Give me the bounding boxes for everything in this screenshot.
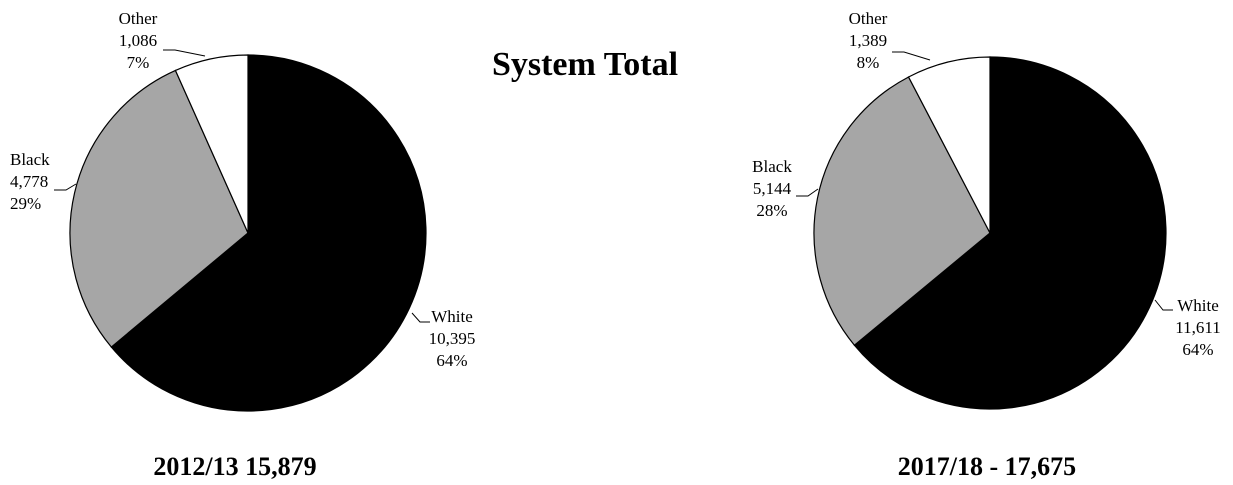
- pie-chart-2017-18: White 11,611 64%Black 5,144 28%Other 1,389 8% …: [752, 9, 1221, 481]
- slice-value: 1,389: [849, 31, 887, 50]
- data-label-white: White 10,395 64%: [429, 307, 476, 370]
- slice-name: Black: [752, 157, 792, 176]
- leader-line-white: [411, 312, 430, 323]
- slice-percent: 28%: [756, 201, 787, 220]
- slice-value: 4,778: [10, 172, 48, 191]
- slice-name: White: [431, 307, 473, 326]
- slice-percent: 64%: [1182, 340, 1213, 359]
- pie-slice-other: [907, 56, 991, 234]
- slice-name: Black: [10, 150, 50, 169]
- leader-line-other: [892, 51, 931, 61]
- data-label-other: Other 1,086 7%: [119, 9, 158, 72]
- pie-slice-black: [69, 69, 249, 348]
- leader-line-black: [54, 183, 77, 191]
- data-label-white: White 11,611 64%: [1175, 296, 1221, 359]
- pie-caption-2017-18: 2017/18 - 17,675: [898, 452, 1076, 481]
- data-label-other: Other 1,389 8%: [849, 9, 888, 72]
- leader-line-white: [1154, 299, 1173, 311]
- slice-percent: 8%: [857, 53, 880, 72]
- slice-percent: 64%: [436, 351, 467, 370]
- pie-chart-2012-13: White 10,395 64%Black 4,778 29%Other 1,086 7% …: [10, 9, 475, 481]
- data-label-black: Black 5,144 28%: [752, 157, 792, 220]
- slice-value: 1,086: [119, 31, 157, 50]
- pie-slice-white: [853, 56, 1167, 410]
- leader-line-other: [163, 49, 206, 57]
- pie-slice-white: [110, 54, 427, 412]
- leader-line-black: [796, 188, 819, 197]
- slice-percent: 29%: [10, 194, 41, 213]
- slice-value: 5,144: [753, 179, 792, 198]
- data-label-black: Black 4,778 29%: [10, 150, 50, 213]
- slice-percent: 7%: [127, 53, 150, 72]
- slice-name: White: [1177, 296, 1219, 315]
- pie-slice-black: [813, 76, 991, 347]
- slice-name: Other: [119, 9, 158, 28]
- chart-title: System Total: [492, 46, 678, 83]
- slice-name: Other: [849, 9, 888, 28]
- pie-caption-2012-13: 2012/13 15,879: [153, 452, 316, 481]
- slice-value: 10,395: [429, 329, 476, 348]
- pie-slice-other: [174, 54, 249, 234]
- slice-value: 11,611: [1175, 318, 1221, 337]
